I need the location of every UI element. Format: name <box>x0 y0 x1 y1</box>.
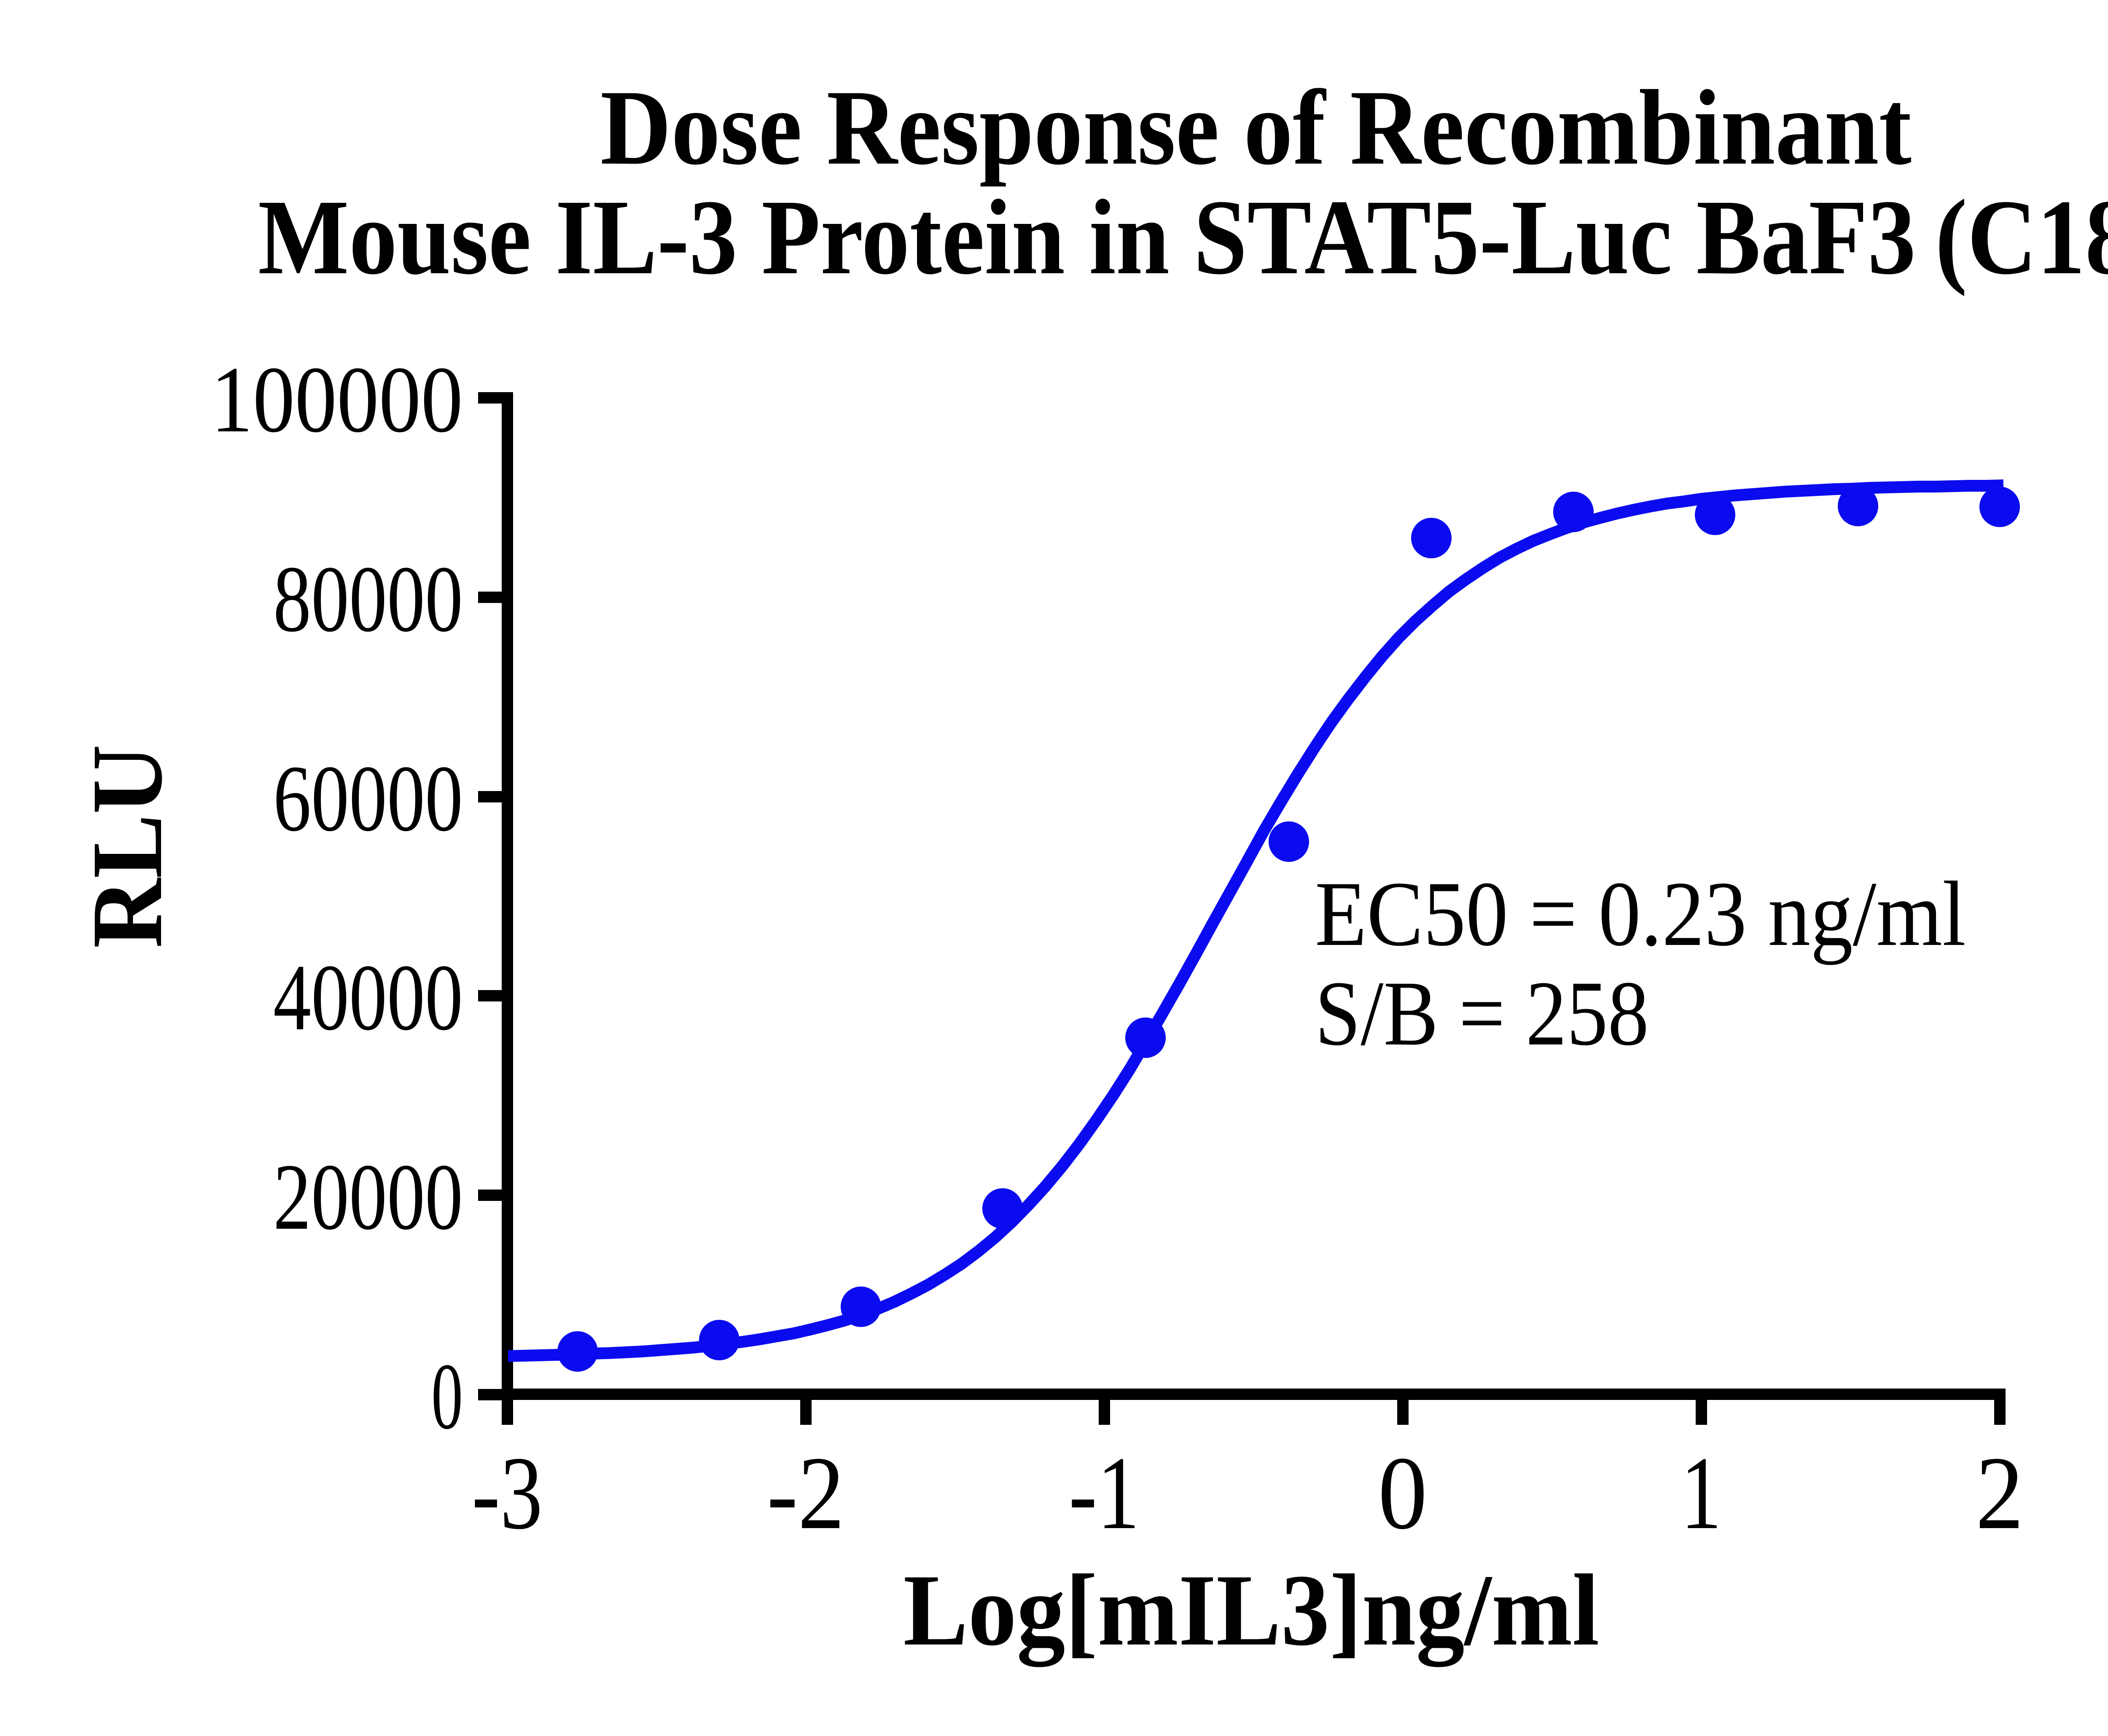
svg-text:EC50 = 0.23 ng/ml: EC50 = 0.23 ng/ml <box>1315 862 1966 965</box>
svg-text:100000: 100000 <box>211 347 463 452</box>
svg-text:S/B = 258: S/B = 258 <box>1315 962 1649 1065</box>
svg-text:-3: -3 <box>472 1435 543 1551</box>
svg-text:Dose Response of Recombinant: Dose Response of Recombinant <box>600 68 1912 187</box>
svg-text:0: 0 <box>1378 1435 1428 1551</box>
svg-text:1: 1 <box>1681 1435 1722 1551</box>
svg-text:-2: -2 <box>767 1435 844 1551</box>
svg-text:0: 0 <box>431 1343 463 1449</box>
svg-text:40000: 40000 <box>273 945 463 1050</box>
svg-text:Log[mIL3]ng/ml: Log[mIL3]ng/ml <box>903 1553 1600 1667</box>
svg-text:RLU: RLU <box>71 745 183 948</box>
svg-text:Mouse IL-3 Protein in STAT5-Lu: Mouse IL-3 Protein in STAT5-Luc BaF3 (C1… <box>258 178 2108 297</box>
svg-text:60000: 60000 <box>273 746 463 851</box>
svg-text:-1: -1 <box>1069 1435 1140 1551</box>
svg-text:80000: 80000 <box>273 546 463 651</box>
svg-text:2: 2 <box>1976 1435 2024 1551</box>
svg-text:20000: 20000 <box>273 1144 463 1249</box>
